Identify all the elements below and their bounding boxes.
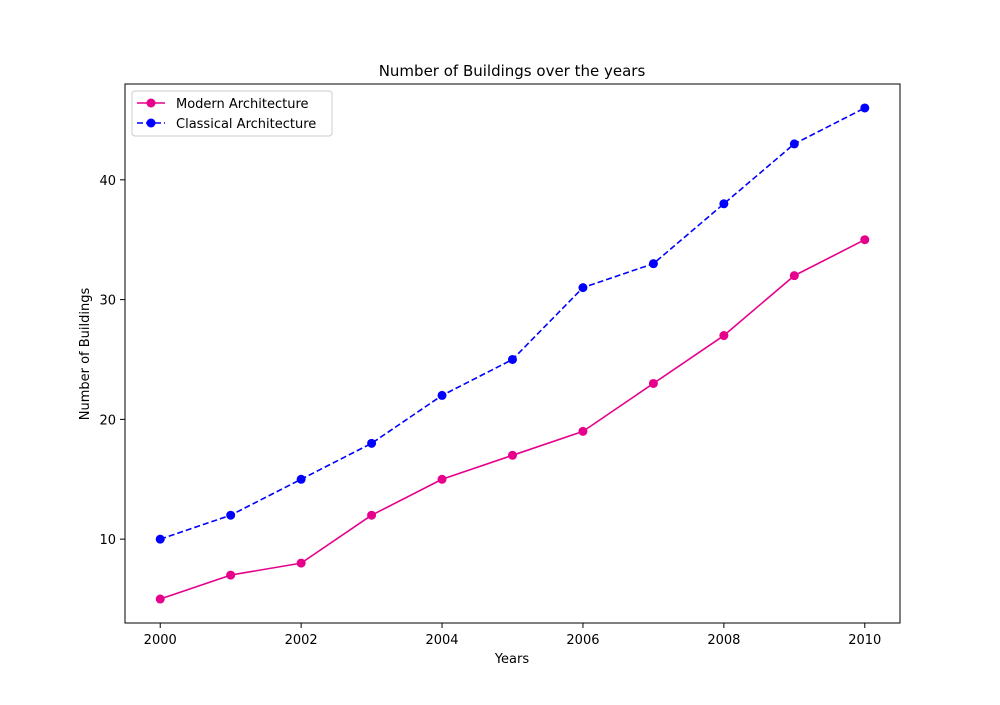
y-axis-label: Number of Buildings — [78, 288, 93, 421]
data-point-series-1 — [860, 235, 870, 245]
y-tick-label: 40 — [99, 174, 116, 189]
y-tick-label: 20 — [99, 413, 116, 428]
data-point-series-2 — [437, 390, 447, 400]
x-axis: 2000 2002 2004 2006 2008 2010 — [144, 623, 881, 648]
data-point-series-1 — [719, 331, 729, 341]
data-point-series-1 — [296, 558, 306, 568]
data-point-series-1 — [508, 450, 517, 460]
data-point-series-2 — [226, 510, 236, 520]
x-tick-label: 2004 — [425, 633, 458, 648]
chart-title: Number of Buildings over the years — [379, 62, 646, 80]
data-point-series-1 — [437, 474, 447, 484]
legend-marker-1 — [146, 98, 156, 108]
data-point-series-2 — [155, 534, 165, 544]
legend-marker-2 — [146, 118, 156, 128]
data-point-series-2 — [296, 474, 306, 484]
plot-area — [155, 103, 870, 604]
x-axis-label: Years — [494, 652, 530, 667]
data-point-series-2 — [367, 438, 377, 448]
data-point-series-1 — [155, 594, 165, 604]
x-tick-label: 2008 — [707, 633, 740, 648]
y-axis: 10 20 30 40 — [99, 174, 125, 548]
x-tick-label: 2006 — [566, 633, 599, 648]
data-point-series-2 — [789, 139, 799, 149]
data-point-series-1 — [578, 426, 588, 436]
data-point-series-2 — [719, 199, 729, 209]
y-tick-label: 30 — [99, 294, 116, 309]
data-point-series-1 — [789, 271, 799, 281]
data-point-series-2 — [648, 259, 658, 269]
data-point-series-2 — [578, 283, 588, 293]
legend: Modern Architecture Classical Architectur… — [131, 90, 333, 137]
data-point-series-2 — [508, 354, 517, 364]
data-point-series-2 — [860, 103, 870, 113]
x-tick-label: 2010 — [848, 633, 881, 648]
legend-box — [131, 90, 333, 137]
data-point-series-1 — [367, 510, 377, 520]
legend-label-1: Modern Architecture — [176, 97, 309, 112]
legend-label-2: Classical Architecture — [176, 117, 316, 132]
x-tick-label: 2000 — [144, 633, 177, 648]
series-line-1 — [159, 238, 866, 600]
data-point-series-1 — [648, 378, 658, 388]
plot-frame — [124, 83, 901, 624]
x-tick-label: 2002 — [285, 633, 318, 648]
series-line-2 — [159, 107, 866, 540]
y-tick-label: 10 — [99, 533, 116, 548]
data-point-series-1 — [226, 570, 236, 580]
